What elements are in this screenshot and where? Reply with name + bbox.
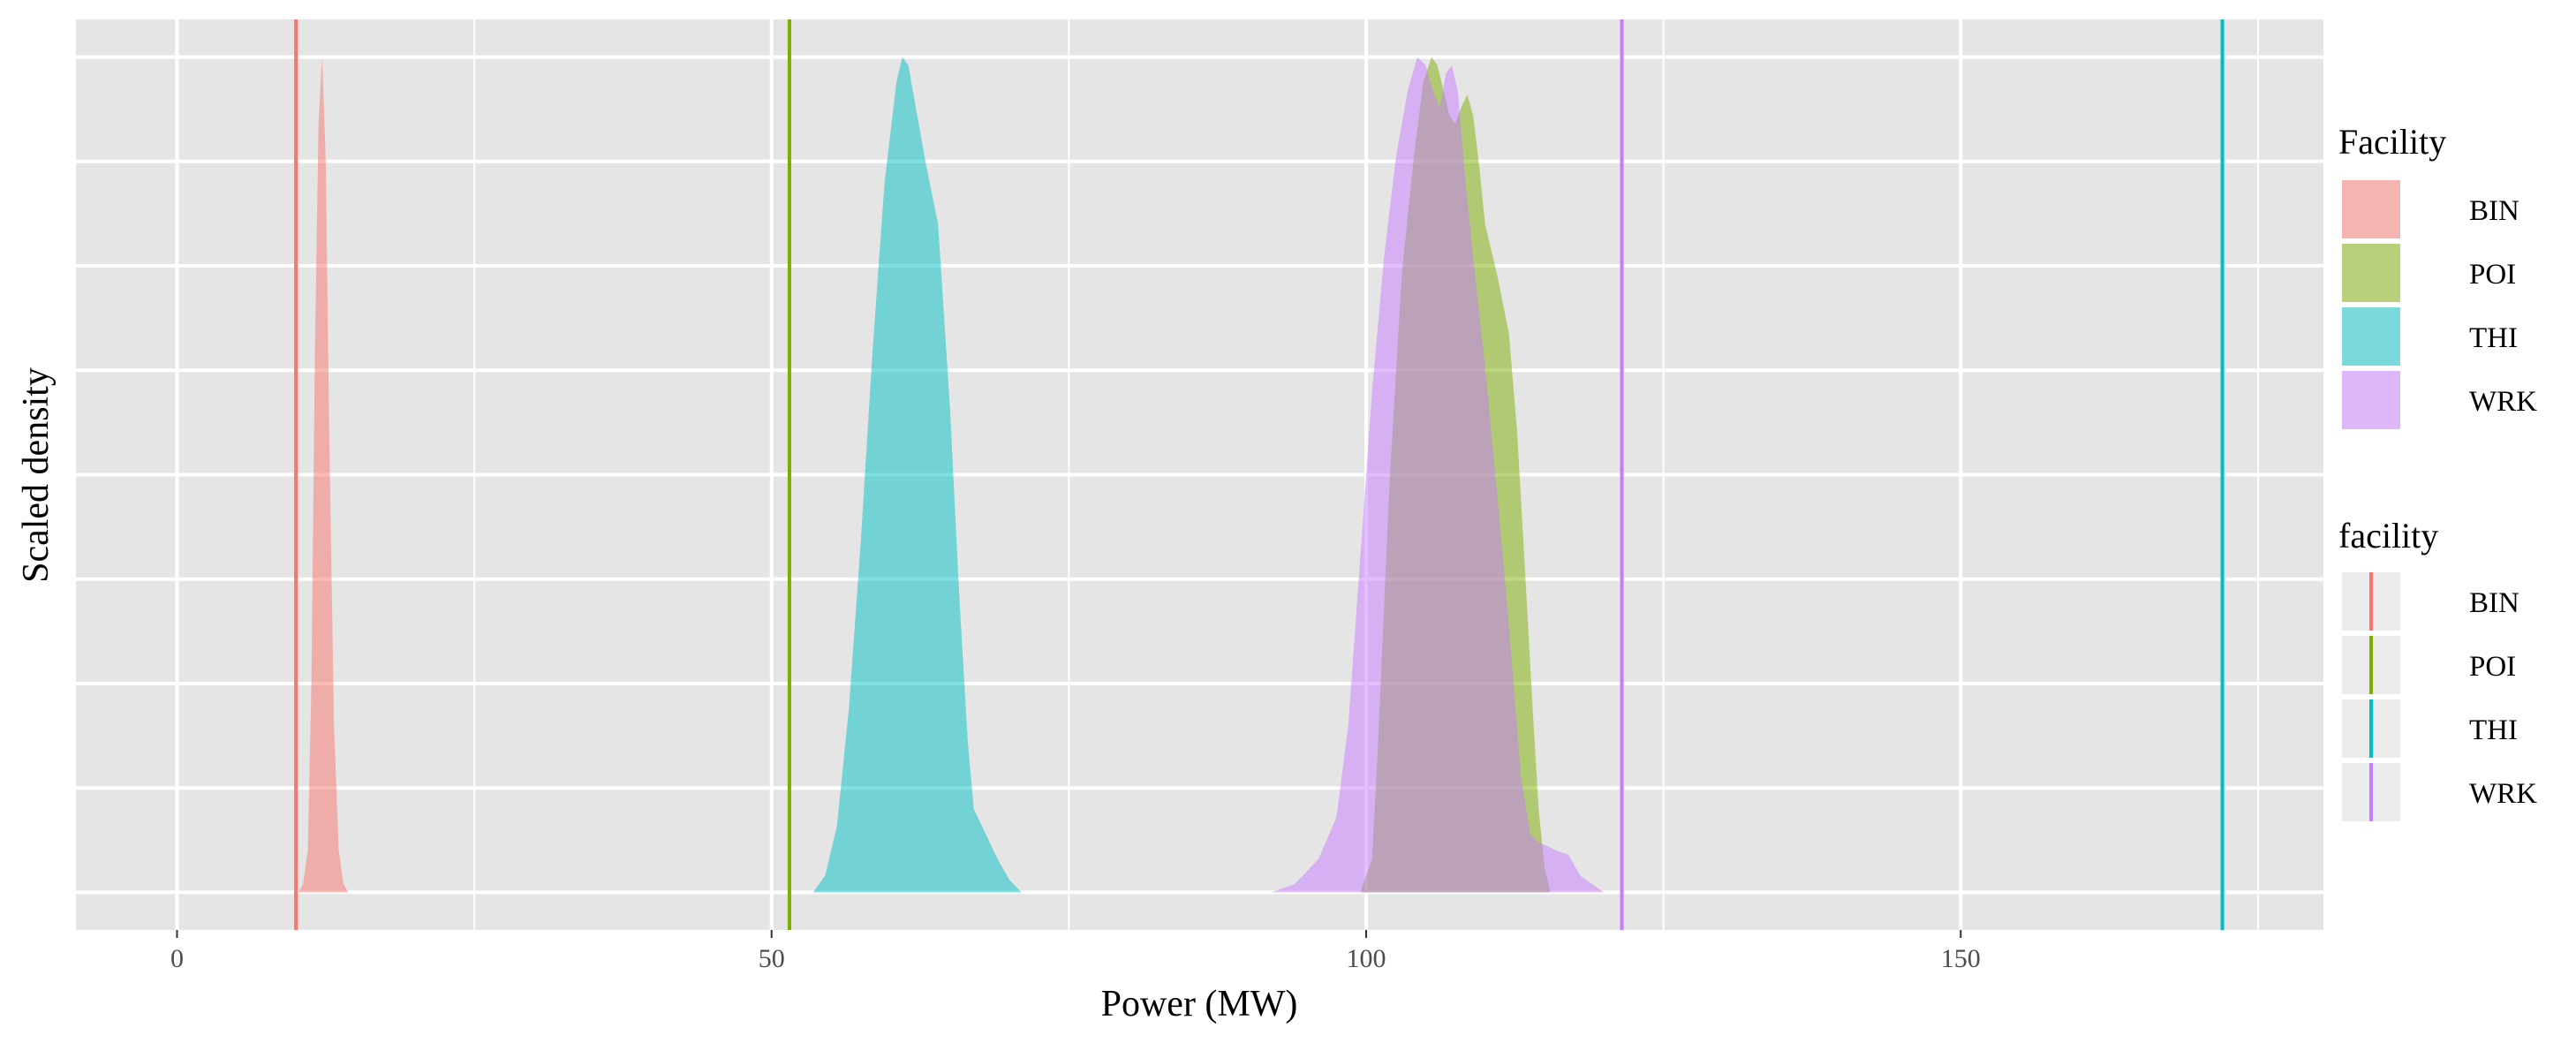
legend-fill-label: THI: [2469, 322, 2518, 354]
x-axis-ticks: 0 50 100 150: [170, 930, 1981, 973]
density-area-thi: [812, 57, 1022, 893]
legend-fill-title: Facility: [2338, 122, 2446, 162]
x-tick-label: 100: [1347, 944, 1386, 973]
legend-line-title: facility: [2338, 516, 2438, 556]
x-axis-title: Power (MW): [1101, 984, 1298, 1024]
legend-line: BIN POI THI WRK: [2342, 572, 2537, 821]
legend-fill-label: BIN: [2469, 195, 2519, 227]
legend-fill-label: POI: [2469, 259, 2516, 291]
major-gridlines: [76, 19, 2323, 930]
legend-line-label: POI: [2469, 651, 2516, 683]
legend-fill-swatch-thi: [2342, 307, 2400, 366]
legend-fill-swatch-poi: [2342, 244, 2400, 302]
x-tick-label: 0: [170, 944, 184, 973]
legend-fill-label: WRK: [2469, 386, 2537, 418]
y-axis-title: Scaled density: [16, 367, 57, 583]
legend-line-label: BIN: [2469, 587, 2519, 619]
legend-fill: BIN POI THI WRK: [2342, 180, 2537, 429]
facility-reference-lines: [294, 19, 2225, 930]
density-area-bin: [298, 57, 349, 893]
legend-fill-swatch-bin: [2342, 180, 2400, 238]
x-tick-label: 50: [759, 944, 785, 973]
legend-fill-swatch-wrk: [2342, 371, 2400, 429]
legend-line-label: THI: [2469, 714, 2518, 746]
density-area-wrk: [1271, 57, 1605, 893]
x-tick-label: 150: [1941, 944, 1981, 973]
legend-line-label: WRK: [2469, 778, 2537, 810]
density-areas: [298, 57, 1605, 893]
